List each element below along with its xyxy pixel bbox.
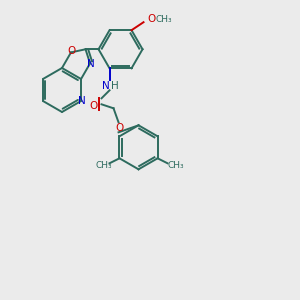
Text: O: O [116, 123, 124, 133]
Text: N: N [87, 59, 95, 69]
Text: H: H [111, 81, 119, 91]
Text: N: N [78, 96, 86, 106]
Text: O: O [147, 14, 156, 24]
Text: CH₃: CH₃ [155, 15, 172, 24]
Text: N: N [102, 81, 110, 91]
Text: CH₃: CH₃ [95, 161, 112, 170]
Text: O: O [89, 101, 98, 111]
Text: O: O [68, 46, 76, 56]
Text: CH₃: CH₃ [167, 161, 184, 170]
